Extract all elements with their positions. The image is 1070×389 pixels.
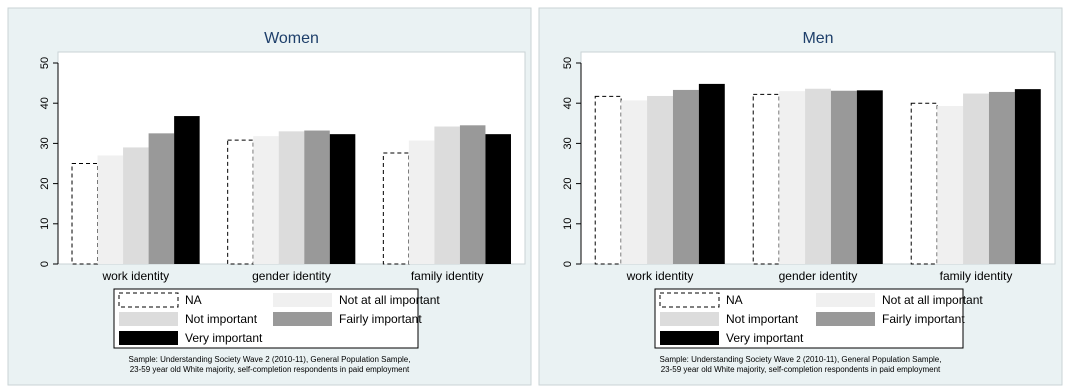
y-tick-label: 40 xyxy=(39,97,51,109)
legend-key xyxy=(118,292,179,308)
bar-very-important-2 xyxy=(485,134,511,264)
legend-key xyxy=(816,293,875,307)
bar-not-at-all-important-0 xyxy=(97,155,124,264)
bar-very-important-1 xyxy=(856,90,883,264)
y-tick-label: 10 xyxy=(39,218,51,230)
chart-title: Women xyxy=(264,30,319,47)
legend-key xyxy=(659,292,720,308)
bar-very-important-1 xyxy=(329,134,356,264)
bar-fairly-important-2 xyxy=(459,125,486,264)
x-category-label: work identity xyxy=(101,269,169,283)
bar-na-0 xyxy=(594,95,622,265)
legend-key xyxy=(273,293,332,307)
legend-key xyxy=(660,331,719,345)
y-tick-label: 30 xyxy=(562,137,574,149)
bar-not-important-1 xyxy=(278,131,305,264)
x-category-label: family identity xyxy=(940,269,1013,283)
bar-not-at-all-important-1 xyxy=(779,91,806,264)
legend-label: Not at all important xyxy=(882,293,983,307)
legend-label: Not at all important xyxy=(339,293,440,307)
bar-not-important-0 xyxy=(647,95,673,265)
x-category-label: gender identity xyxy=(252,269,331,283)
legend-label: Not important xyxy=(726,312,799,326)
bar-na-1 xyxy=(752,93,780,265)
bar-not-important-1 xyxy=(805,88,831,264)
legend-label: Very important xyxy=(185,331,263,345)
women-chart-panel: Women 0 10 20 30 40 50 work identity gender iden… xyxy=(7,7,532,386)
legend-label: Very important xyxy=(726,331,804,345)
footnote-line-1: Sample: Understanding Society Wave 2 (20… xyxy=(129,355,411,364)
footnote-line-1: Sample: Understanding Society Wave 2 (20… xyxy=(660,355,942,364)
legend-key xyxy=(119,312,178,326)
bar-fairly-important-0 xyxy=(672,89,699,265)
chart-title: Men xyxy=(802,30,833,47)
y-tick-label: 0 xyxy=(39,261,51,267)
bar-fairly-important-1 xyxy=(304,130,330,264)
bar-very-important-2 xyxy=(1014,89,1041,264)
y-tick-label: 0 xyxy=(562,261,574,267)
bar-not-at-all-important-1 xyxy=(253,136,279,264)
y-tick-label: 50 xyxy=(562,57,574,69)
bar-not-important-2 xyxy=(963,93,989,264)
legend-key xyxy=(273,312,332,326)
legend-label: NA xyxy=(726,293,743,307)
y-tick-label: 10 xyxy=(562,218,574,230)
legend-label: Fairly important xyxy=(339,312,422,326)
legend-label: NA xyxy=(185,293,202,307)
bar-fairly-important-0 xyxy=(148,133,175,264)
y-tick-label: 30 xyxy=(39,137,51,149)
bar-not-important-0 xyxy=(123,147,149,264)
y-tick-label: 50 xyxy=(39,57,51,69)
footnote-line-2: 23-59 year old White majority, self-comp… xyxy=(130,365,410,374)
bar-na-1 xyxy=(227,139,254,265)
men-chart-panel: Men 0 10 20 30 40 50 work identity gender identi… xyxy=(538,7,1063,386)
bar-not-at-all-important-2 xyxy=(937,106,964,264)
legend-key xyxy=(119,331,178,345)
x-category-label: gender identity xyxy=(779,269,858,283)
legend-label: Not important xyxy=(185,312,258,326)
y-tick-label: 20 xyxy=(562,177,574,189)
legend-key xyxy=(816,312,875,326)
bar-na-2 xyxy=(382,152,410,265)
bar-fairly-important-1 xyxy=(830,90,857,264)
bar-not-at-all-important-2 xyxy=(408,140,435,264)
bar-not-important-2 xyxy=(434,126,460,265)
bar-not-at-all-important-0 xyxy=(621,100,648,264)
y-tick-label: 20 xyxy=(39,177,51,189)
x-category-label: family identity xyxy=(411,269,484,283)
y-tick-label: 40 xyxy=(562,97,574,109)
legend-label: Fairly important xyxy=(882,312,965,326)
legend-key xyxy=(660,312,719,326)
bar-very-important-0 xyxy=(698,83,725,265)
bar-very-important-0 xyxy=(174,116,200,265)
bar-na-2 xyxy=(910,102,938,265)
bar-fairly-important-2 xyxy=(988,91,1015,264)
bar-na-0 xyxy=(71,163,99,265)
x-category-label: work identity xyxy=(626,269,694,283)
footnote-line-2: 23-59 year old White majority, self-comp… xyxy=(661,365,941,374)
